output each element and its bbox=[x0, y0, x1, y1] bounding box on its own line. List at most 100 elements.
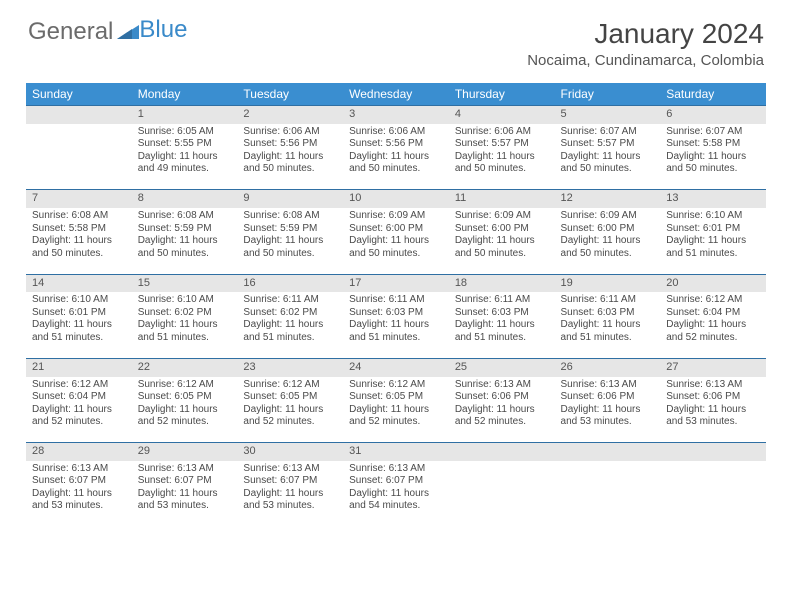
brand-part1: General bbox=[28, 18, 113, 46]
daylight-text-2: and 51 minutes. bbox=[349, 332, 443, 345]
sunrise-text: Sunrise: 6:10 AM bbox=[138, 294, 232, 307]
day-data-cell: Sunrise: 6:10 AMSunset: 6:01 PMDaylight:… bbox=[26, 292, 132, 358]
sunset-text: Sunset: 6:06 PM bbox=[561, 391, 655, 404]
daylight-text-2: and 50 minutes. bbox=[455, 248, 549, 261]
daylight-text-2: and 52 minutes. bbox=[666, 332, 760, 345]
sunrise-text: Sunrise: 6:12 AM bbox=[666, 294, 760, 307]
day-data-cell: Sunrise: 6:05 AMSunset: 5:55 PMDaylight:… bbox=[132, 124, 238, 190]
day-number-cell: 2 bbox=[237, 106, 343, 124]
page-header: General Blue January 2024 Nocaima, Cundi… bbox=[0, 0, 792, 75]
sunset-text: Sunset: 5:58 PM bbox=[666, 138, 760, 151]
sunrise-text: Sunrise: 6:09 AM bbox=[561, 210, 655, 223]
day-data-cell: Sunrise: 6:10 AMSunset: 6:01 PMDaylight:… bbox=[660, 208, 766, 274]
data-row: Sunrise: 6:10 AMSunset: 6:01 PMDaylight:… bbox=[26, 292, 766, 358]
location-text: Nocaima, Cundinamarca, Colombia bbox=[527, 52, 764, 69]
day-data-cell: Sunrise: 6:10 AMSunset: 6:02 PMDaylight:… bbox=[132, 292, 238, 358]
daynum-row: 28293031 bbox=[26, 443, 766, 461]
daylight-text-1: Daylight: 11 hours bbox=[243, 404, 337, 417]
daylight-text-2: and 52 minutes. bbox=[138, 416, 232, 429]
day-data-cell: Sunrise: 6:12 AMSunset: 6:04 PMDaylight:… bbox=[660, 292, 766, 358]
daylight-text-2: and 50 minutes. bbox=[138, 248, 232, 261]
daylight-text-1: Daylight: 11 hours bbox=[666, 235, 760, 248]
calendar-body: 123456 Sunrise: 6:05 AMSunset: 5:55 PMDa… bbox=[26, 106, 766, 527]
sunset-text: Sunset: 6:04 PM bbox=[666, 307, 760, 320]
day-data-cell: Sunrise: 6:12 AMSunset: 6:05 PMDaylight:… bbox=[237, 377, 343, 443]
sunrise-text: Sunrise: 6:06 AM bbox=[243, 126, 337, 139]
sunrise-text: Sunrise: 6:11 AM bbox=[455, 294, 549, 307]
daylight-text-1: Daylight: 11 hours bbox=[138, 319, 232, 332]
daylight-text-1: Daylight: 11 hours bbox=[561, 151, 655, 164]
day-data-cell: Sunrise: 6:12 AMSunset: 6:05 PMDaylight:… bbox=[132, 377, 238, 443]
weekday-header: Sunday bbox=[26, 83, 132, 106]
sunset-text: Sunset: 6:05 PM bbox=[349, 391, 443, 404]
sunrise-text: Sunrise: 6:11 AM bbox=[243, 294, 337, 307]
day-data-cell: Sunrise: 6:09 AMSunset: 6:00 PMDaylight:… bbox=[343, 208, 449, 274]
sunrise-text: Sunrise: 6:13 AM bbox=[138, 463, 232, 476]
sunset-text: Sunset: 6:07 PM bbox=[138, 475, 232, 488]
data-row: Sunrise: 6:12 AMSunset: 6:04 PMDaylight:… bbox=[26, 377, 766, 443]
sunrise-text: Sunrise: 6:10 AM bbox=[666, 210, 760, 223]
sunrise-text: Sunrise: 6:11 AM bbox=[349, 294, 443, 307]
day-data-cell: Sunrise: 6:13 AMSunset: 6:06 PMDaylight:… bbox=[449, 377, 555, 443]
daylight-text-1: Daylight: 11 hours bbox=[138, 404, 232, 417]
sunrise-text: Sunrise: 6:12 AM bbox=[243, 379, 337, 392]
sunrise-text: Sunrise: 6:07 AM bbox=[561, 126, 655, 139]
day-number-cell: 20 bbox=[660, 274, 766, 292]
sunset-text: Sunset: 6:06 PM bbox=[455, 391, 549, 404]
daylight-text-2: and 50 minutes. bbox=[561, 248, 655, 261]
daylight-text-2: and 49 minutes. bbox=[138, 163, 232, 176]
day-data-cell bbox=[26, 124, 132, 190]
sunrise-text: Sunrise: 6:09 AM bbox=[455, 210, 549, 223]
daylight-text-1: Daylight: 11 hours bbox=[32, 488, 126, 501]
sunrise-text: Sunrise: 6:13 AM bbox=[561, 379, 655, 392]
day-number-cell: 18 bbox=[449, 274, 555, 292]
daylight-text-1: Daylight: 11 hours bbox=[138, 151, 232, 164]
day-number-cell: 24 bbox=[343, 358, 449, 376]
day-data-cell: Sunrise: 6:08 AMSunset: 5:59 PMDaylight:… bbox=[132, 208, 238, 274]
day-data-cell: Sunrise: 6:11 AMSunset: 6:03 PMDaylight:… bbox=[449, 292, 555, 358]
sunset-text: Sunset: 6:01 PM bbox=[32, 307, 126, 320]
sunrise-text: Sunrise: 6:08 AM bbox=[243, 210, 337, 223]
day-data-cell: Sunrise: 6:08 AMSunset: 5:58 PMDaylight:… bbox=[26, 208, 132, 274]
weekday-header: Wednesday bbox=[343, 83, 449, 106]
daylight-text-2: and 50 minutes. bbox=[666, 163, 760, 176]
daylight-text-1: Daylight: 11 hours bbox=[561, 235, 655, 248]
sunset-text: Sunset: 5:59 PM bbox=[138, 223, 232, 236]
day-number-cell bbox=[660, 443, 766, 461]
sunrise-text: Sunrise: 6:07 AM bbox=[666, 126, 760, 139]
day-data-cell: Sunrise: 6:13 AMSunset: 6:07 PMDaylight:… bbox=[26, 461, 132, 527]
sunrise-text: Sunrise: 6:06 AM bbox=[349, 126, 443, 139]
day-number-cell: 8 bbox=[132, 190, 238, 208]
day-number-cell bbox=[449, 443, 555, 461]
sunset-text: Sunset: 5:55 PM bbox=[138, 138, 232, 151]
day-data-cell: Sunrise: 6:13 AMSunset: 6:06 PMDaylight:… bbox=[555, 377, 661, 443]
sunset-text: Sunset: 6:00 PM bbox=[455, 223, 549, 236]
sunset-text: Sunset: 6:03 PM bbox=[561, 307, 655, 320]
day-data-cell bbox=[660, 461, 766, 527]
sunset-text: Sunset: 6:06 PM bbox=[666, 391, 760, 404]
sunrise-text: Sunrise: 6:10 AM bbox=[32, 294, 126, 307]
sunset-text: Sunset: 6:03 PM bbox=[455, 307, 549, 320]
day-number-cell: 29 bbox=[132, 443, 238, 461]
sunset-text: Sunset: 5:59 PM bbox=[243, 223, 337, 236]
sunset-text: Sunset: 5:57 PM bbox=[455, 138, 549, 151]
logo-triangle-icon bbox=[117, 18, 139, 46]
day-number-cell: 25 bbox=[449, 358, 555, 376]
sunset-text: Sunset: 5:56 PM bbox=[243, 138, 337, 151]
sunrise-text: Sunrise: 6:13 AM bbox=[455, 379, 549, 392]
day-data-cell: Sunrise: 6:13 AMSunset: 6:07 PMDaylight:… bbox=[132, 461, 238, 527]
daynum-row: 21222324252627 bbox=[26, 358, 766, 376]
day-number-cell bbox=[26, 106, 132, 124]
daylight-text-2: and 50 minutes. bbox=[455, 163, 549, 176]
daynum-row: 78910111213 bbox=[26, 190, 766, 208]
sunset-text: Sunset: 5:57 PM bbox=[561, 138, 655, 151]
daylight-text-1: Daylight: 11 hours bbox=[455, 404, 549, 417]
month-title: January 2024 bbox=[527, 18, 764, 50]
brand-logo: General Blue bbox=[28, 18, 187, 46]
day-number-cell: 13 bbox=[660, 190, 766, 208]
day-data-cell: Sunrise: 6:13 AMSunset: 6:06 PMDaylight:… bbox=[660, 377, 766, 443]
day-number-cell: 23 bbox=[237, 358, 343, 376]
daylight-text-1: Daylight: 11 hours bbox=[32, 319, 126, 332]
day-number-cell: 27 bbox=[660, 358, 766, 376]
day-data-cell: Sunrise: 6:06 AMSunset: 5:56 PMDaylight:… bbox=[343, 124, 449, 190]
